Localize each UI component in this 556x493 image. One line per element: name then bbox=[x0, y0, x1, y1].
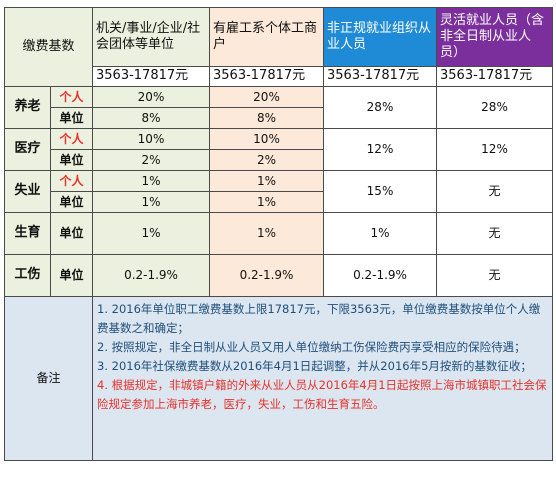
maternity-flexible: 无 bbox=[436, 212, 554, 255]
unemployment-individual-label: 个人 bbox=[49, 170, 94, 192]
note-item-2: 2. 按照规定，非全日制从业人员又用人单位缴纳工伤保险费丙享受相应的保险待遇； bbox=[97, 340, 526, 354]
unemployment-individual-row: 失业 个人 1% 1% 15% 无 bbox=[4, 170, 554, 213]
pension-flexible: 28% bbox=[436, 86, 554, 129]
injury-row: 工伤 单位 0.2-1.9% 0.2-1.9% 0.2-1.9% 无 bbox=[4, 254, 554, 297]
medical-individual-row: 医疗 个人 10% 10% 12% 12% bbox=[4, 128, 554, 171]
unemployment-informal: 15% bbox=[323, 170, 438, 213]
medical-individual-self-employed: 10% bbox=[209, 128, 325, 150]
pension-unit-row: 单位 8% 8% bbox=[5, 107, 553, 129]
column-header-flexible: 灵活就业人员（含非全日制从业人员） bbox=[436, 7, 554, 67]
injury-self-employed: 0.2-1.9% bbox=[209, 254, 325, 297]
column-header-institutions: 机关/事业/企业/社会团体等单位 bbox=[92, 7, 211, 67]
injury-institutions: 0.2-1.9% bbox=[92, 254, 211, 297]
maternity-self-employed: 1% bbox=[209, 212, 325, 255]
pension-informal: 28% bbox=[323, 86, 438, 129]
medical-unit-institutions: 2% bbox=[92, 149, 211, 171]
unemployment-unit-institutions: 1% bbox=[92, 191, 211, 213]
medical-individual-institutions: 10% bbox=[92, 128, 211, 150]
pension-unit-self-employed: 8% bbox=[209, 107, 325, 129]
maternity-category: 生育 bbox=[4, 212, 51, 255]
base-self-employed: 3563-17817元 bbox=[209, 66, 325, 87]
pension-individual-self-employed: 20% bbox=[209, 86, 325, 108]
maternity-informal: 1% bbox=[323, 212, 438, 255]
insurance-rate-table: 缴费基数 机关/事业/企业/社会团体等单位 有雇工系个体工商户 非正规就业组织从… bbox=[3, 7, 554, 461]
injury-informal: 0.2-1.9% bbox=[323, 254, 438, 297]
note-item-1: 1. 2016年单位职工缴费基数上限17817元，下限3563元，单位缴费基数按… bbox=[97, 302, 541, 335]
unemployment-unit-row: 单位 1% 1% bbox=[5, 191, 553, 213]
notes-label: 备注 bbox=[3, 296, 94, 461]
injury-flexible: 无 bbox=[436, 254, 554, 297]
notes-row: 备注 1. 2016年单位职工缴费基数上限17817元，下限3563元，单位缴费… bbox=[3, 296, 554, 461]
base-flexible: 3563-17817元 bbox=[436, 66, 554, 87]
column-header-informal: 非正规就业组织从业人员 bbox=[323, 7, 438, 67]
pension-individual-label: 个人 bbox=[49, 86, 94, 108]
pension-category: 养老 bbox=[4, 86, 51, 129]
pension-individual-row: 养老 个人 20% 20% 28% 28% bbox=[4, 86, 554, 129]
note-item-4: 4. 根据规定，非城镇户籍的外来从业人员从2016年4月1日起按照上海市城镇职工… bbox=[97, 378, 547, 411]
medical-individual-label: 个人 bbox=[49, 128, 94, 150]
medical-category: 医疗 bbox=[4, 128, 51, 171]
notes-content: 1. 2016年单位职工缴费基数上限17817元，下限3563元，单位缴费基数按… bbox=[92, 296, 554, 461]
unemployment-category: 失业 bbox=[4, 170, 51, 213]
medical-unit-self-employed: 2% bbox=[209, 149, 325, 171]
unemployment-unit-self-employed: 1% bbox=[209, 191, 325, 213]
medical-unit-label: 单位 bbox=[49, 149, 94, 171]
column-header-self-employed: 有雇工系个体工商户 bbox=[209, 7, 325, 67]
pension-unit-institutions: 8% bbox=[92, 107, 211, 129]
injury-category: 工伤 bbox=[4, 254, 51, 297]
unemployment-individual-institutions: 1% bbox=[92, 170, 211, 192]
maternity-unit-label: 单位 bbox=[49, 212, 94, 255]
maternity-institutions: 1% bbox=[92, 212, 211, 255]
unemployment-individual-self-employed: 1% bbox=[209, 170, 325, 192]
pension-unit-label: 单位 bbox=[49, 107, 94, 129]
note-item-3: 3. 2016年社保缴费基数从2016年4月1日起调整，并从2016年5月按新的… bbox=[97, 359, 532, 373]
medical-informal: 12% bbox=[323, 128, 438, 171]
injury-unit-label: 单位 bbox=[49, 254, 94, 297]
base-institutions: 3563-17817元 bbox=[92, 66, 211, 87]
corner-label: 缴费基数 bbox=[3, 7, 94, 87]
medical-flexible: 12% bbox=[436, 128, 554, 171]
medical-unit-row: 单位 2% 2% bbox=[5, 149, 553, 171]
base-informal: 3563-17817元 bbox=[323, 66, 438, 87]
header-row: 缴费基数 机关/事业/企业/社会团体等单位 有雇工系个体工商户 非正规就业组织从… bbox=[3, 7, 554, 87]
unemployment-flexible: 无 bbox=[436, 170, 554, 213]
unemployment-unit-label: 单位 bbox=[49, 191, 94, 213]
pension-individual-institutions: 20% bbox=[92, 86, 211, 108]
maternity-row: 生育 单位 1% 1% 1% 无 bbox=[4, 212, 554, 255]
